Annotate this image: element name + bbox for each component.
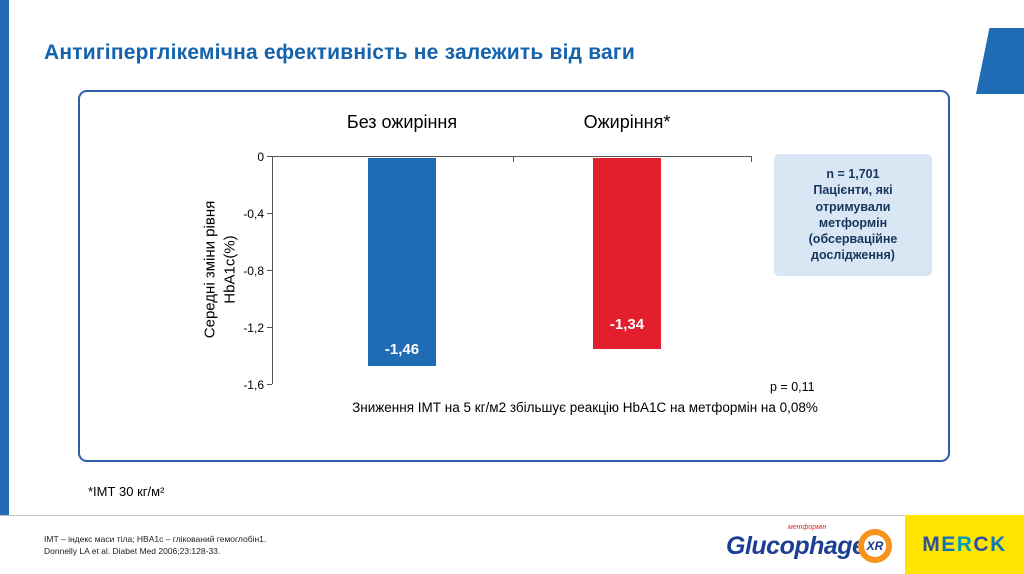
y-axis-title-line2: HbA1c(%) — [221, 235, 238, 304]
merck-logo-text: MERCK — [922, 532, 1007, 556]
glucophage-logo: метформін Glucophage XR — [726, 524, 896, 567]
chart-caption: Зниження ІМТ на 5 кг/м2 збільшує реакцію… — [352, 400, 818, 415]
n-annotation-line1: n = 1,701 — [826, 167, 880, 181]
y-tick-mark — [267, 327, 272, 328]
x-axis-line — [272, 156, 752, 162]
y-axis-title: Середні зміни рівня HbA1c(%) — [201, 155, 240, 385]
left-accent-stripe — [0, 0, 9, 516]
y-tick-label: -1,2 — [243, 321, 264, 335]
xr-swirl-icon: XR — [858, 529, 892, 563]
merck-logo-block: MERCK — [905, 515, 1024, 574]
glucophage-metformin-label: метформін — [788, 524, 827, 531]
bar-no-obesity: -1,46 — [368, 158, 436, 366]
y-tick-label: -1,6 — [243, 378, 264, 392]
chart-panel: Без ожиріння Ожиріння* 0 -0,4 -0,8 -1,2 … — [78, 90, 950, 462]
reference-text: ІМТ – індекс маси тіла; HBA1c – глікован… — [44, 533, 266, 558]
y-tick-mark — [267, 270, 272, 271]
bar-value-label: -1,46 — [384, 341, 420, 358]
slide-footer: ІМТ – індекс маси тіла; HBA1c – глікован… — [0, 515, 1024, 574]
corner-accent-shape — [976, 28, 1024, 94]
y-tick-mark — [267, 213, 272, 214]
x-axis-tick — [513, 156, 514, 162]
y-tick-label: -0,8 — [243, 264, 264, 278]
reference-line2: Donnelly LA et al. Diabet Med 2006;23:12… — [44, 546, 221, 557]
category-label-obesity: Ожиріння* — [583, 112, 671, 132]
y-axis-title-line1: Середні зміни рівня — [201, 200, 219, 339]
x-axis-tick — [751, 156, 752, 162]
glucophage-wordmark: Glucophage — [726, 532, 866, 560]
bar-value-label: -1,34 — [609, 316, 645, 333]
y-tick-label: -0,4 — [243, 207, 264, 221]
reference-line1: ІМТ – індекс маси тіла; HBA1c – глікован… — [44, 534, 267, 544]
n-annotation-box: n = 1,701 Пацієнти, які отримували метфо… — [774, 154, 932, 276]
bar-obesity: -1,34 — [593, 158, 661, 349]
n-annotation-rest: Пацієнти, які отримували метформін (обсе… — [808, 183, 898, 263]
y-tick-label: 0 — [257, 150, 264, 164]
y-tick-mark — [267, 384, 272, 385]
p-value-label: p = 0,11 — [770, 380, 815, 394]
category-label-no-obesity: Без ожиріння — [346, 112, 458, 132]
y-tick-mark — [267, 156, 272, 157]
slide-title: Антигіперглікемічна ефективність не зале… — [44, 41, 635, 65]
y-axis-line — [272, 156, 273, 384]
xr-label: XR — [866, 539, 884, 553]
bmi-footnote: *ІМТ 30 кг/м² — [88, 484, 165, 499]
